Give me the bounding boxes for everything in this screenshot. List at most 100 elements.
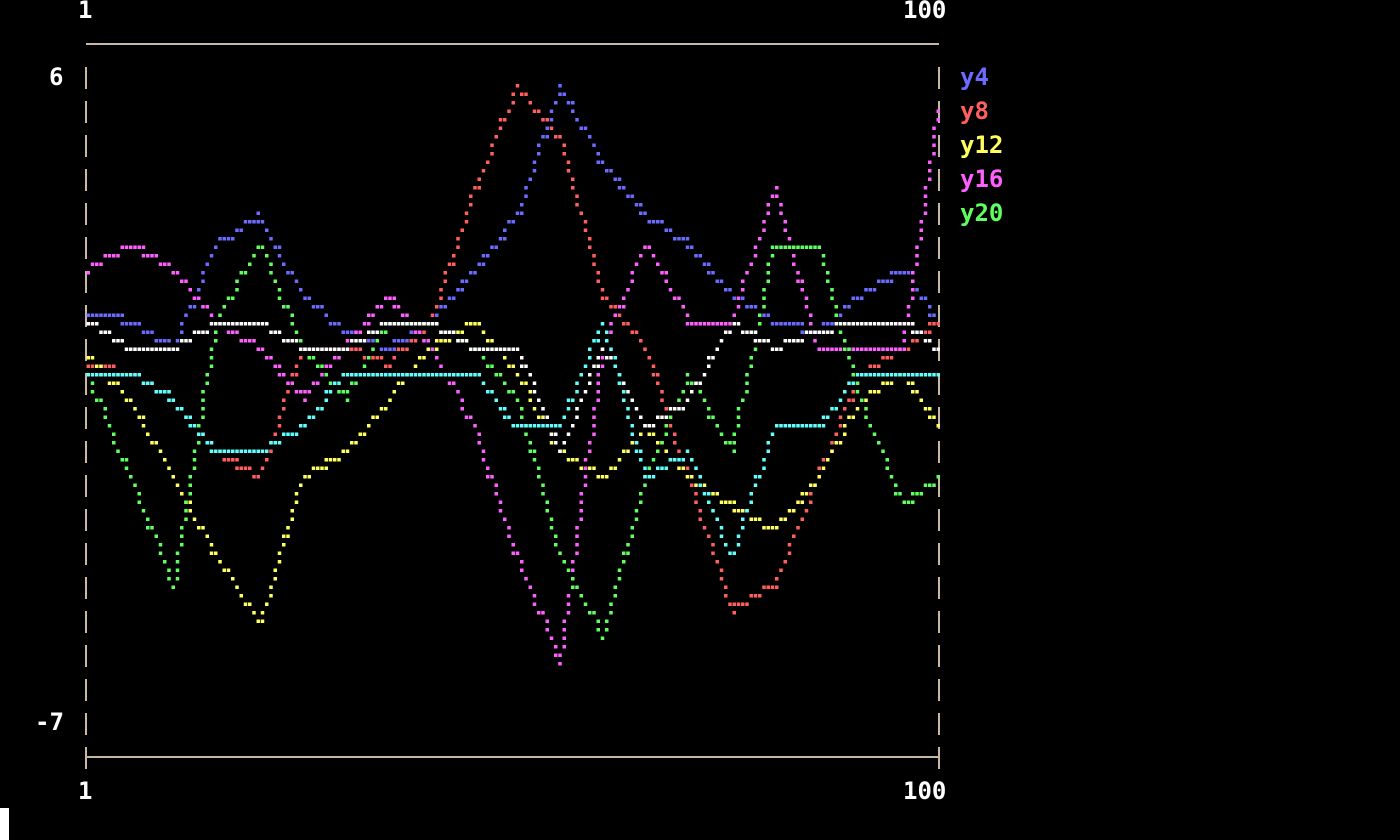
series-unnamed-5-point: [201, 330, 205, 334]
series-unnamed-6-point: [333, 381, 337, 385]
series-y4-point: [460, 288, 464, 292]
series-y16-point: [911, 271, 915, 275]
series-y8-point: [299, 356, 303, 360]
series-unnamed-6-point: [150, 381, 154, 385]
series-y16-point: [511, 551, 515, 555]
series-y4-point: [524, 194, 528, 198]
series-y16-point: [783, 220, 787, 224]
series-y12-point: [469, 322, 473, 326]
series-y8-point: [452, 254, 456, 258]
series-y20-point: [520, 415, 524, 419]
series-y16-point: [923, 194, 928, 198]
series-y20-point: [745, 381, 749, 385]
series-y20-point: [277, 296, 282, 300]
series-unnamed-5-point: [303, 347, 307, 351]
series-y16-point: [503, 517, 507, 521]
series-y4-point: [392, 347, 396, 351]
series-unnamed-5-point: [439, 330, 443, 334]
series-unnamed-5-point: [770, 347, 775, 351]
series-y20-point: [809, 245, 813, 249]
series-y4-point: [90, 313, 95, 317]
series-unnamed-5-point: [830, 330, 834, 334]
series-y4-point: [571, 101, 575, 105]
series-y16-point: [583, 466, 588, 470]
series-y12-point: [222, 568, 226, 572]
series-y16-point: [120, 245, 124, 249]
series-y4-point: [290, 271, 294, 275]
series-y16-point: [562, 645, 566, 649]
series-y8-point: [583, 228, 588, 232]
series-y4-point: [460, 279, 464, 283]
series-y12-point: [248, 602, 252, 606]
series-y8-point: [528, 101, 532, 105]
series-y16-point: [379, 305, 384, 309]
series-y12-point: [804, 492, 809, 496]
series-y20-point: [609, 611, 613, 615]
series-unnamed-5-point: [715, 347, 719, 351]
series-y20-point: [885, 458, 889, 462]
series-unnamed-6-point: [860, 373, 864, 377]
series-unnamed-5-point: [864, 322, 868, 326]
series-y16-point: [256, 347, 260, 351]
series-unnamed-6-point: [435, 373, 439, 377]
series-y4-point: [775, 322, 779, 326]
series-y16-point: [447, 381, 452, 385]
series-unnamed-5-point: [775, 347, 779, 351]
series-unnamed-5-point: [90, 322, 95, 326]
series-unnamed-5-point: [736, 322, 741, 326]
series-y20-point: [681, 390, 685, 394]
series-y8-point: [515, 84, 520, 88]
series-y12-point: [613, 466, 617, 470]
series-y12-point: [477, 322, 481, 326]
series-y12-point: [324, 466, 328, 470]
series-y20-point: [889, 475, 894, 479]
series-unnamed-6-point: [418, 373, 422, 377]
series-y12-point: [753, 517, 758, 521]
series-y4-point: [626, 194, 630, 198]
series-unnamed-6-point: [630, 432, 634, 436]
series-y16-point: [923, 186, 928, 190]
series-y12-point: [367, 424, 371, 428]
series-y4-point: [494, 245, 498, 249]
series-y16-point: [579, 500, 583, 504]
series-y20-point: [243, 271, 248, 275]
series-unnamed-5-point: [358, 339, 362, 343]
series-y4-point: [107, 313, 112, 317]
series-unnamed-5-point: [724, 330, 728, 334]
series-y16-point: [609, 330, 613, 334]
series-y16-point: [902, 347, 906, 351]
series-y4-point: [129, 322, 133, 326]
series-unnamed-5-point: [243, 322, 248, 326]
legend-y16: y16: [960, 165, 1004, 193]
series-y16-point: [498, 509, 503, 513]
series-y4-point: [452, 296, 456, 300]
series-y4-point: [303, 296, 307, 300]
series-y16-point: [864, 347, 868, 351]
series-unnamed-6-point: [936, 373, 940, 377]
series-y8-point: [524, 92, 528, 96]
series-unnamed-5-point: [732, 322, 736, 326]
series-y20-point: [260, 245, 265, 249]
series-unnamed-6-point: [180, 407, 184, 411]
series-y12-point: [520, 381, 524, 385]
series-unnamed-6-point: [928, 373, 932, 377]
series-y4-point: [906, 271, 911, 275]
series-unnamed-6-point: [736, 534, 741, 538]
series-unnamed-6-point: [503, 407, 507, 411]
series-y8-point: [350, 347, 354, 351]
series-y12-point: [141, 424, 146, 428]
series-y16-point: [269, 356, 273, 360]
series-y4-point: [762, 313, 766, 317]
series-unnamed-5-point: [698, 381, 702, 385]
series-y8-point: [571, 177, 575, 181]
series-y12-point: [702, 483, 707, 487]
series-unnamed-5-point: [753, 339, 758, 343]
series-unnamed-5-point: [872, 322, 877, 326]
series-unnamed-5-point: [286, 339, 290, 343]
series-y12-point: [656, 441, 660, 445]
series-y20-point: [617, 568, 622, 572]
series-y12-point: [800, 500, 804, 504]
series-y16-point: [588, 441, 592, 445]
series-y16-point: [677, 296, 681, 300]
series-unnamed-5-point: [447, 330, 452, 334]
